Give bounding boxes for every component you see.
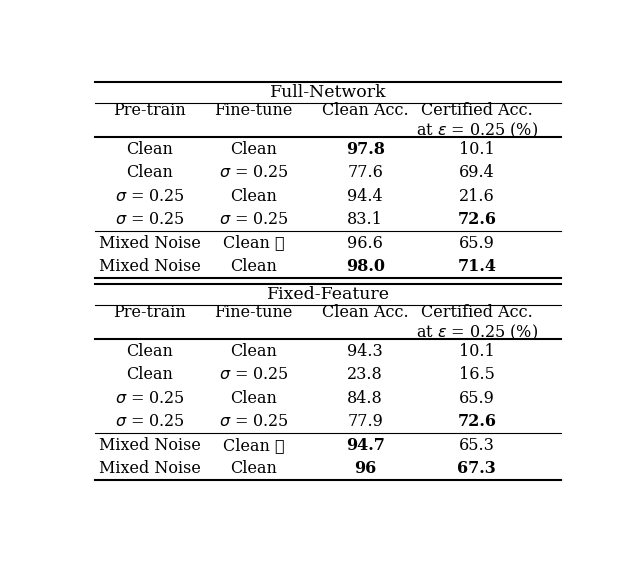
- Text: Clean ★: Clean ★: [223, 235, 284, 252]
- Text: 65.3: 65.3: [459, 437, 495, 454]
- Text: at $\varepsilon$ = 0.25 (%): at $\varepsilon$ = 0.25 (%): [416, 120, 538, 140]
- Text: 84.8: 84.8: [348, 390, 383, 407]
- Text: $\sigma$ = 0.25: $\sigma$ = 0.25: [115, 211, 184, 228]
- Text: 65.9: 65.9: [459, 390, 495, 407]
- Text: Mixed Noise: Mixed Noise: [99, 258, 200, 275]
- Text: 21.6: 21.6: [459, 188, 495, 205]
- Text: Mixed Noise: Mixed Noise: [99, 437, 200, 454]
- Text: 67.3: 67.3: [458, 460, 496, 477]
- Text: $\sigma$ = 0.25: $\sigma$ = 0.25: [115, 390, 184, 407]
- Text: Clean: Clean: [126, 140, 173, 157]
- Text: 72.6: 72.6: [458, 413, 496, 430]
- Text: Certified Acc.: Certified Acc.: [421, 102, 532, 119]
- Text: Clean Acc.: Clean Acc.: [322, 305, 408, 322]
- Text: Clean: Clean: [230, 460, 277, 477]
- Text: Fixed-Feature: Fixed-Feature: [266, 286, 390, 303]
- Text: Fine-tune: Fine-tune: [214, 102, 292, 119]
- Text: Clean: Clean: [126, 366, 173, 383]
- Text: 65.9: 65.9: [459, 235, 495, 252]
- Text: Clean: Clean: [230, 343, 277, 360]
- Text: Mixed Noise: Mixed Noise: [99, 235, 200, 252]
- Text: 72.6: 72.6: [458, 211, 496, 228]
- Text: Clean: Clean: [126, 164, 173, 181]
- Text: 16.5: 16.5: [459, 366, 495, 383]
- Text: 77.9: 77.9: [348, 413, 383, 430]
- Text: 94.4: 94.4: [348, 188, 383, 205]
- Text: $\sigma$ = 0.25: $\sigma$ = 0.25: [219, 366, 289, 383]
- Text: 94.7: 94.7: [346, 437, 385, 454]
- Text: Mixed Noise: Mixed Noise: [99, 460, 200, 477]
- Text: $\sigma$ = 0.25: $\sigma$ = 0.25: [115, 188, 184, 205]
- Text: Full-Network: Full-Network: [269, 84, 387, 101]
- Text: 69.4: 69.4: [459, 164, 495, 181]
- Text: 94.3: 94.3: [348, 343, 383, 360]
- Text: Pre-train: Pre-train: [113, 305, 186, 322]
- Text: Pre-train: Pre-train: [113, 102, 186, 119]
- Text: Clean: Clean: [230, 188, 277, 205]
- Text: Clean: Clean: [126, 343, 173, 360]
- Text: 83.1: 83.1: [348, 211, 383, 228]
- Text: 96: 96: [354, 460, 376, 477]
- Text: $\sigma$ = 0.25: $\sigma$ = 0.25: [219, 413, 289, 430]
- Text: $\sigma$ = 0.25: $\sigma$ = 0.25: [115, 413, 184, 430]
- Text: 96.6: 96.6: [348, 235, 383, 252]
- Text: Fine-tune: Fine-tune: [214, 305, 292, 322]
- Text: Clean ★: Clean ★: [223, 437, 284, 454]
- Text: 71.4: 71.4: [458, 258, 496, 275]
- Text: 98.0: 98.0: [346, 258, 385, 275]
- Text: Clean: Clean: [230, 390, 277, 407]
- Text: at $\varepsilon$ = 0.25 (%): at $\varepsilon$ = 0.25 (%): [416, 322, 538, 342]
- Text: 10.1: 10.1: [459, 140, 495, 157]
- Text: Clean Acc.: Clean Acc.: [322, 102, 408, 119]
- Text: 10.1: 10.1: [459, 343, 495, 360]
- Text: 97.8: 97.8: [346, 140, 385, 157]
- Text: Certified Acc.: Certified Acc.: [421, 305, 532, 322]
- Text: 23.8: 23.8: [348, 366, 383, 383]
- Text: Clean: Clean: [230, 140, 277, 157]
- Text: $\sigma$ = 0.25: $\sigma$ = 0.25: [219, 211, 289, 228]
- Text: $\sigma$ = 0.25: $\sigma$ = 0.25: [219, 164, 289, 181]
- Text: Clean: Clean: [230, 258, 277, 275]
- Text: 77.6: 77.6: [348, 164, 383, 181]
